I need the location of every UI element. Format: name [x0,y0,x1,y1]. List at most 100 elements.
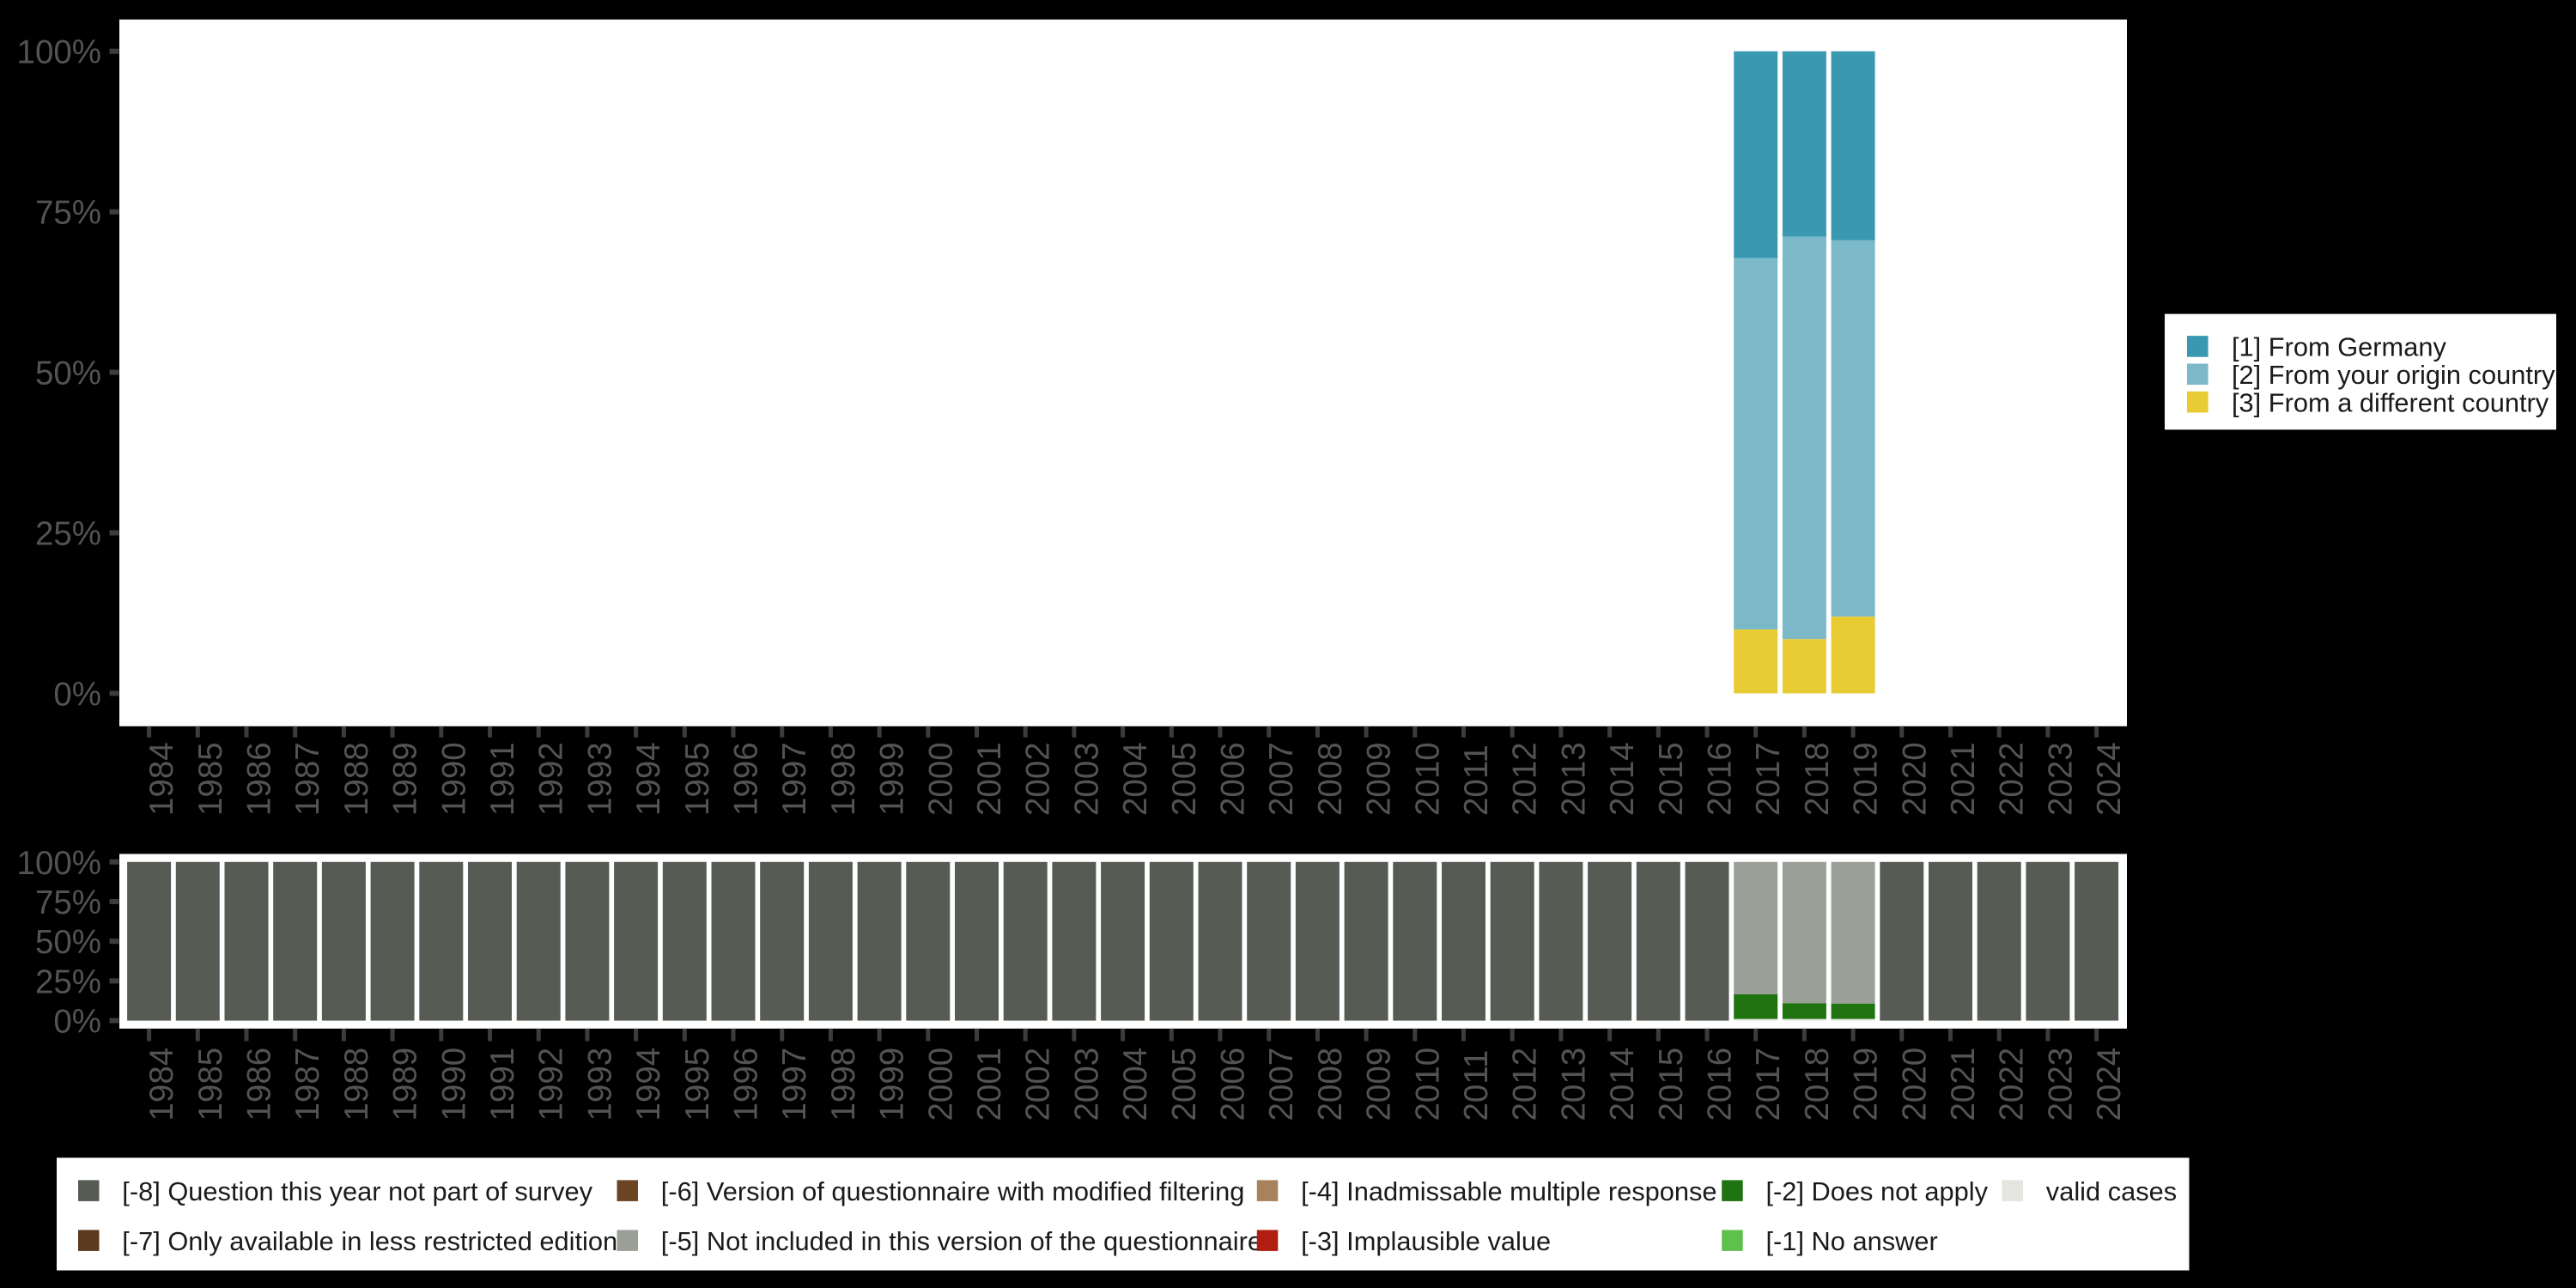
svg-text:25%: 25% [35,516,101,553]
svg-text:2004: 2004 [1117,1048,1154,1121]
svg-text:2009: 2009 [1361,1048,1398,1121]
svg-text:1986: 1986 [241,1048,278,1121]
svg-text:2017: 2017 [1750,742,1787,816]
svg-text:1988: 1988 [338,1048,375,1121]
svg-text:1988: 1988 [338,742,375,816]
svg-text:1999: 1999 [874,1048,911,1121]
svg-text:2004: 2004 [1117,742,1154,816]
svg-text:[-5] Not included in this vers: [-5] Not included in this version of the… [661,1226,1262,1256]
svg-text:1992: 1992 [533,1048,570,1121]
svg-text:1987: 1987 [289,1048,326,1121]
svg-text:1995: 1995 [679,1048,716,1121]
svg-text:2008: 2008 [1312,742,1349,816]
svg-text:2007: 2007 [1263,742,1300,816]
svg-text:1994: 1994 [630,742,667,816]
svg-text:valid cases: valid cases [2046,1176,2177,1206]
svg-text:2005: 2005 [1166,1048,1203,1121]
svg-text:0%: 0% [53,677,101,714]
svg-text:100%: 100% [17,34,101,71]
svg-text:1999: 1999 [874,742,911,816]
svg-text:2011: 2011 [1458,744,1495,816]
svg-text:2015: 2015 [1653,742,1690,816]
svg-text:1993: 1993 [581,1048,618,1121]
svg-text:1998: 1998 [825,1048,862,1121]
svg-text:1986: 1986 [241,742,278,816]
svg-text:2015: 2015 [1653,1048,1690,1121]
svg-text:1991: 1991 [484,742,521,816]
svg-text:2012: 2012 [1507,1048,1544,1121]
svg-text:2024: 2024 [2091,1048,2128,1121]
svg-text:2001: 2001 [971,1048,1008,1121]
svg-text:0%: 0% [53,1004,101,1041]
svg-text:1991: 1991 [484,1048,521,1121]
svg-text:1995: 1995 [679,742,716,816]
svg-text:2014: 2014 [1604,1048,1641,1121]
svg-text:2022: 2022 [1994,742,2031,816]
svg-text:2017: 2017 [1750,1048,1787,1121]
svg-text:2022: 2022 [1994,1048,2031,1121]
svg-text:2008: 2008 [1312,1048,1349,1121]
svg-text:[-2] Does not apply: [-2] Does not apply [1766,1176,1989,1206]
svg-text:2019: 2019 [1848,1048,1885,1121]
svg-text:2018: 2018 [1799,742,1836,816]
svg-text:2001: 2001 [971,742,1008,816]
svg-text:1998: 1998 [825,742,862,816]
svg-text:1987: 1987 [289,742,326,816]
svg-text:50%: 50% [35,355,101,392]
svg-text:2010: 2010 [1409,742,1446,816]
svg-text:2012: 2012 [1507,742,1544,816]
svg-text:1985: 1985 [192,742,229,816]
svg-text:2018: 2018 [1799,1048,1836,1121]
svg-text:2024: 2024 [2091,742,2128,816]
svg-text:1996: 1996 [728,1048,765,1121]
svg-text:2009: 2009 [1361,742,1398,816]
svg-text:1996: 1996 [728,742,765,816]
svg-text:[-6] Version of questionnaire: [-6] Version of questionnaire with modif… [661,1176,1245,1206]
svg-text:2019: 2019 [1848,742,1885,816]
svg-text:2016: 2016 [1702,742,1739,816]
svg-text:2013: 2013 [1555,742,1592,816]
svg-text:2020: 2020 [1896,742,1933,816]
svg-text:[3] From a different country: [3] From a different country [2232,387,2549,417]
svg-text:2010: 2010 [1409,1048,1446,1121]
svg-text:[-4] Inadmissable multiple res: [-4] Inadmissable multiple response [1301,1176,1716,1206]
svg-text:2000: 2000 [922,1048,959,1121]
svg-text:1984: 1984 [143,742,180,816]
svg-text:1990: 1990 [435,742,472,816]
svg-text:2013: 2013 [1555,1048,1592,1121]
svg-text:[2] From your origin country: [2] From your origin country [2232,360,2555,390]
svg-text:2006: 2006 [1215,742,1252,816]
svg-text:1997: 1997 [776,742,813,816]
svg-text:2023: 2023 [2042,742,2079,816]
svg-text:100%: 100% [17,845,101,882]
svg-text:[-1] No answer: [-1] No answer [1766,1226,1938,1256]
svg-text:50%: 50% [35,924,101,961]
svg-text:2003: 2003 [1068,742,1105,816]
svg-text:2003: 2003 [1068,1048,1105,1121]
svg-text:1993: 1993 [581,742,618,816]
svg-text:2016: 2016 [1702,1048,1739,1121]
svg-text:[-7] Only available in less re: [-7] Only available in less restricted e… [122,1226,617,1256]
svg-text:2014: 2014 [1604,742,1641,816]
svg-text:[-3] Implausible value: [-3] Implausible value [1301,1226,1551,1256]
svg-text:2000: 2000 [922,742,959,816]
svg-text:2006: 2006 [1215,1048,1252,1121]
svg-text:2005: 2005 [1166,742,1203,816]
svg-text:2023: 2023 [2042,1048,2079,1121]
svg-text:1984: 1984 [143,1048,180,1121]
svg-text:1997: 1997 [776,1048,813,1121]
svg-text:75%: 75% [35,195,101,232]
svg-text:2021: 2021 [1945,742,1982,816]
svg-text:2002: 2002 [1020,742,1057,816]
svg-text:[-8] Question this year not pa: [-8] Question this year not part of surv… [122,1176,592,1206]
svg-text:1985: 1985 [192,1048,229,1121]
svg-text:1989: 1989 [387,742,424,816]
svg-text:1989: 1989 [387,1048,424,1121]
svg-text:2020: 2020 [1896,1048,1933,1121]
svg-text:1990: 1990 [435,1048,472,1121]
svg-text:75%: 75% [35,884,101,921]
svg-text:25%: 25% [35,963,101,1000]
svg-text:2011: 2011 [1458,1050,1495,1121]
svg-text:[1] From Germany: [1] From Germany [2232,332,2446,362]
svg-text:2002: 2002 [1020,1048,1057,1121]
